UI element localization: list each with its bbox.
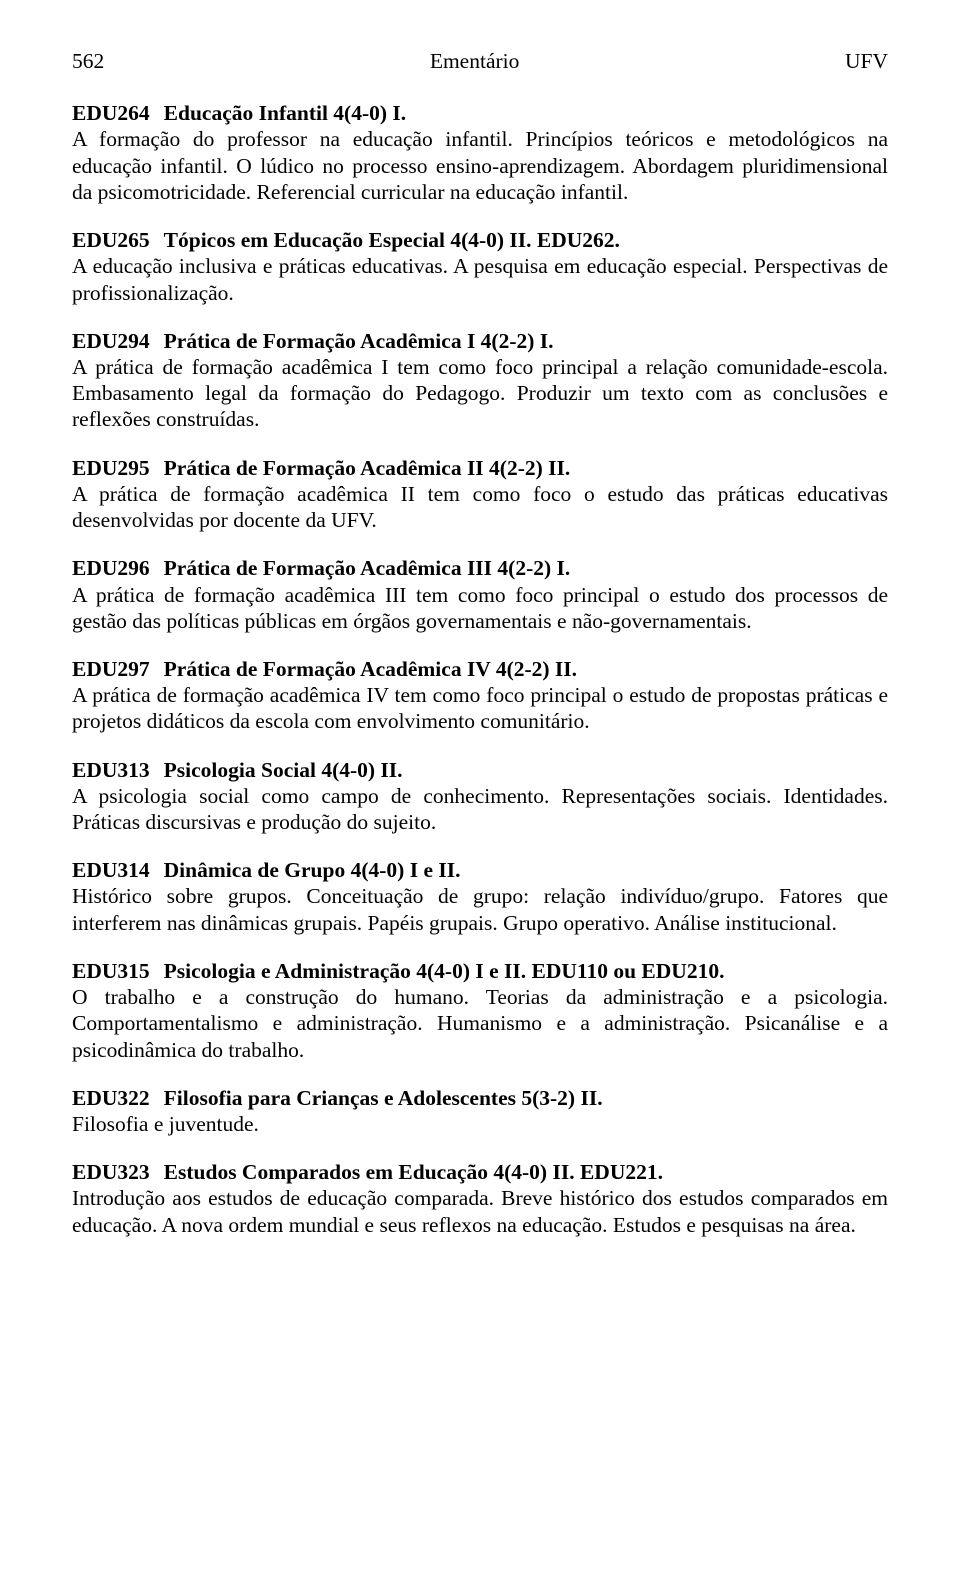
course-code: EDU314 (72, 857, 150, 883)
course-description: Introdução aos estudos de educação compa… (72, 1185, 888, 1237)
page-header: 562 Ementário UFV (72, 48, 888, 74)
course-code: EDU315 (72, 958, 150, 984)
course-title: EDU296 Prática de Formação Acadêmica III … (72, 555, 888, 581)
course-name: Psicologia e Administração 4(4-0) I e II… (164, 959, 725, 983)
course-code: EDU294 (72, 328, 150, 354)
course-name: Estudos Comparados em Educação 4(4-0) II… (164, 1160, 663, 1184)
course-description: A prática de formação acadêmica II tem c… (72, 481, 888, 533)
course-title: EDU294 Prática de Formação Acadêmica I 4(… (72, 328, 888, 354)
course-title: EDU315 Psicologia e Administração 4(4-0) … (72, 958, 888, 984)
course-title: EDU297 Prática de Formação Acadêmica IV 4… (72, 656, 888, 682)
course-description: A prática de formação acadêmica III tem … (72, 582, 888, 634)
course-title: EDU265 Tópicos em Educação Especial 4(4-0… (72, 227, 888, 253)
course-entry: EDU264 Educação Infantil 4(4-0) I.A forma… (72, 100, 888, 205)
course-title: EDU314 Dinâmica de Grupo 4(4-0) I e II. (72, 857, 888, 883)
course-code: EDU265 (72, 227, 150, 253)
course-description: A prática de formação acadêmica I tem co… (72, 354, 888, 433)
course-name: Tópicos em Educação Especial 4(4-0) II. … (164, 228, 620, 252)
course-title: EDU323 Estudos Comparados em Educação 4(4… (72, 1159, 888, 1185)
header-right: UFV (845, 48, 888, 74)
course-name: Prática de Formação Acadêmica III 4(2-2)… (164, 556, 571, 580)
course-description: A educação inclusiva e práticas educativ… (72, 253, 888, 305)
course-description: Filosofia e juventude. (72, 1111, 888, 1137)
header-center: Ementário (430, 48, 520, 74)
page-number: 562 (72, 48, 104, 74)
course-entry: EDU323 Estudos Comparados em Educação 4(4… (72, 1159, 888, 1238)
course-name: Prática de Formação Acadêmica II 4(2-2) … (164, 456, 571, 480)
course-title: EDU313 Psicologia Social 4(4-0) II. (72, 757, 888, 783)
course-name: Prática de Formação Acadêmica IV 4(2-2) … (164, 657, 577, 681)
course-code: EDU297 (72, 656, 150, 682)
course-code: EDU322 (72, 1085, 150, 1111)
course-entry: EDU295 Prática de Formação Acadêmica II 4… (72, 455, 888, 534)
course-entry: EDU322 Filosofia para Crianças e Adolesce… (72, 1085, 888, 1137)
course-code: EDU323 (72, 1159, 150, 1185)
course-description: Histórico sobre grupos. Conceituação de … (72, 883, 888, 935)
course-name: Psicologia Social 4(4-0) II. (164, 758, 403, 782)
course-name: Dinâmica de Grupo 4(4-0) I e II. (164, 858, 461, 882)
course-description: O trabalho e a construção do humano. Teo… (72, 984, 888, 1063)
course-entry: EDU315 Psicologia e Administração 4(4-0) … (72, 958, 888, 1063)
course-name: Educação Infantil 4(4-0) I. (164, 101, 406, 125)
course-description: A psicologia social como campo de conhec… (72, 783, 888, 835)
course-entry: EDU297 Prática de Formação Acadêmica IV 4… (72, 656, 888, 735)
course-code: EDU264 (72, 100, 150, 126)
course-description: A formação do professor na educação infa… (72, 126, 888, 205)
course-entry: EDU294 Prática de Formação Acadêmica I 4(… (72, 328, 888, 433)
entries-container: EDU264 Educação Infantil 4(4-0) I.A forma… (72, 100, 888, 1238)
course-entry: EDU313 Psicologia Social 4(4-0) II.A psic… (72, 757, 888, 836)
course-code: EDU295 (72, 455, 150, 481)
course-name: Filosofia para Crianças e Adolescentes 5… (164, 1086, 603, 1110)
course-entry: EDU265 Tópicos em Educação Especial 4(4-0… (72, 227, 888, 306)
course-name: Prática de Formação Acadêmica I 4(2-2) I… (164, 329, 554, 353)
course-code: EDU296 (72, 555, 150, 581)
course-description: A prática de formação acadêmica IV tem c… (72, 682, 888, 734)
course-entry: EDU314 Dinâmica de Grupo 4(4-0) I e II.Hi… (72, 857, 888, 936)
course-title: EDU264 Educação Infantil 4(4-0) I. (72, 100, 888, 126)
course-title: EDU295 Prática de Formação Acadêmica II 4… (72, 455, 888, 481)
course-code: EDU313 (72, 757, 150, 783)
course-title: EDU322 Filosofia para Crianças e Adolesce… (72, 1085, 888, 1111)
course-entry: EDU296 Prática de Formação Acadêmica III … (72, 555, 888, 634)
